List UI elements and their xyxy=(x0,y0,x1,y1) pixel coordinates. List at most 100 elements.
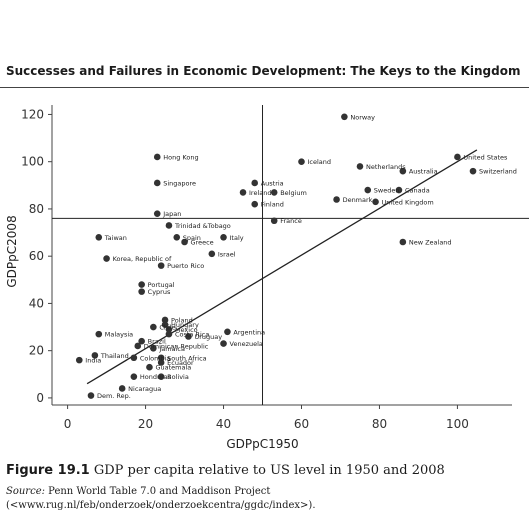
point-label: Iceland xyxy=(307,158,331,166)
data-point xyxy=(251,179,259,187)
source-label: Source: xyxy=(6,486,45,497)
header-rule xyxy=(0,87,529,88)
data-point xyxy=(130,354,138,362)
data-point xyxy=(239,189,247,196)
data-point xyxy=(220,340,227,347)
data-point xyxy=(165,222,173,229)
data-point xyxy=(341,113,348,121)
point-label: France xyxy=(280,217,302,225)
point-label: Sweden xyxy=(374,187,400,195)
data-point xyxy=(150,323,157,331)
y-axis-label: GDPpC2008 xyxy=(5,215,19,287)
point-label: Norway xyxy=(350,113,375,121)
point-label: Costa Rica xyxy=(175,331,209,339)
point-label: Mexico xyxy=(175,326,198,334)
running-head: Successes and Failures in Economic Devel… xyxy=(6,64,521,78)
point-label: United Kingdom xyxy=(382,198,434,206)
data-point xyxy=(270,189,278,196)
point-label: India xyxy=(85,357,101,365)
data-point xyxy=(138,281,145,288)
point-label: Austria xyxy=(261,179,284,187)
data-point xyxy=(270,217,278,225)
data-point xyxy=(356,163,364,170)
point-label: Hong Kong xyxy=(163,153,198,161)
data-point xyxy=(95,330,103,338)
data-point xyxy=(146,363,153,371)
point-label: Honduras xyxy=(140,373,172,381)
data-point xyxy=(181,238,188,246)
point-label: Netherlands xyxy=(366,163,406,171)
data-point xyxy=(399,238,407,246)
point-label: Puerto Rico xyxy=(167,262,204,270)
data-point xyxy=(103,255,110,262)
data-point xyxy=(150,345,157,352)
data-point xyxy=(138,337,145,345)
x-tick-label: 60 xyxy=(294,417,309,431)
data-point xyxy=(220,233,227,241)
point-label: South Africa xyxy=(167,354,207,362)
data-point xyxy=(165,326,173,333)
data-point xyxy=(333,196,340,203)
point-label: Brazil xyxy=(148,338,166,346)
point-label: Israel xyxy=(218,250,236,258)
point-label: Uruguay xyxy=(194,333,222,341)
point-label: Cyprus xyxy=(148,288,171,296)
scatter-chart: 0 20 40 60 80 100 120 0 20 40 60 80 100 Norway United… xyxy=(5,105,529,451)
point-label: Belgium xyxy=(280,189,307,197)
data-point xyxy=(185,333,192,340)
y-tick-label: 20 xyxy=(29,344,44,358)
data-point xyxy=(91,352,99,359)
point-label: Spain xyxy=(183,234,201,242)
data-labels: Norway United States Switzerland Hong Kong I… xyxy=(85,113,517,400)
data-point xyxy=(372,198,379,206)
source-text: Penn World Table 7.0 and Maddison Projec… xyxy=(6,486,316,511)
point-label: Dem. Rep. xyxy=(97,392,131,400)
data-point xyxy=(157,373,165,380)
point-label: Singapore xyxy=(163,179,196,187)
point-label: Greece xyxy=(191,239,214,247)
data-point xyxy=(153,179,161,187)
point-label: Ecuador xyxy=(167,359,194,367)
point-label: Venezuela xyxy=(230,340,263,348)
data-point xyxy=(134,342,142,350)
data-point xyxy=(251,200,259,208)
trend-line xyxy=(86,149,478,385)
point-label: New Zealand xyxy=(409,239,452,247)
x-tick-label: 40 xyxy=(216,417,231,431)
point-label: Dominican Republic xyxy=(144,342,209,350)
data-point xyxy=(454,153,461,161)
point-label: Italy xyxy=(230,234,244,242)
data-point xyxy=(157,359,165,366)
point-label: Korea, Republic of xyxy=(113,255,172,263)
point-label: Colombia xyxy=(140,354,171,362)
data-point xyxy=(469,167,477,175)
point-label: Switzerland xyxy=(479,168,517,176)
point-label: Nicaragua xyxy=(128,385,161,393)
y-tick-label: 120 xyxy=(21,107,44,121)
y-tick-label: 100 xyxy=(21,155,44,169)
data-point xyxy=(165,330,173,338)
data-point xyxy=(364,186,372,194)
point-label: Hungary xyxy=(171,321,199,329)
point-label: United States xyxy=(463,153,508,161)
x-tick-label: 80 xyxy=(372,417,387,431)
point-label: Malaysia xyxy=(105,331,133,339)
point-label: Guatemala xyxy=(155,364,191,372)
point-label: Trinidad &Tobago xyxy=(174,222,231,230)
data-point xyxy=(157,354,165,362)
point-label: Thailand xyxy=(100,352,129,360)
point-label: Chile xyxy=(159,324,175,332)
x-tick-label: 0 xyxy=(64,417,72,431)
point-label: Argentina xyxy=(233,328,265,336)
data-point xyxy=(138,288,145,295)
point-label: Poland xyxy=(171,316,193,324)
figure-source: Source: Penn World Table 7.0 and Maddiso… xyxy=(6,485,526,513)
data-point xyxy=(161,316,169,324)
data-point xyxy=(161,321,169,328)
data-point xyxy=(153,153,161,161)
point-label: Finland xyxy=(261,201,284,209)
data-point xyxy=(118,385,126,392)
point-label: Bolivia xyxy=(167,373,189,381)
point-label: Denmark xyxy=(343,196,373,204)
data-point xyxy=(298,158,305,165)
